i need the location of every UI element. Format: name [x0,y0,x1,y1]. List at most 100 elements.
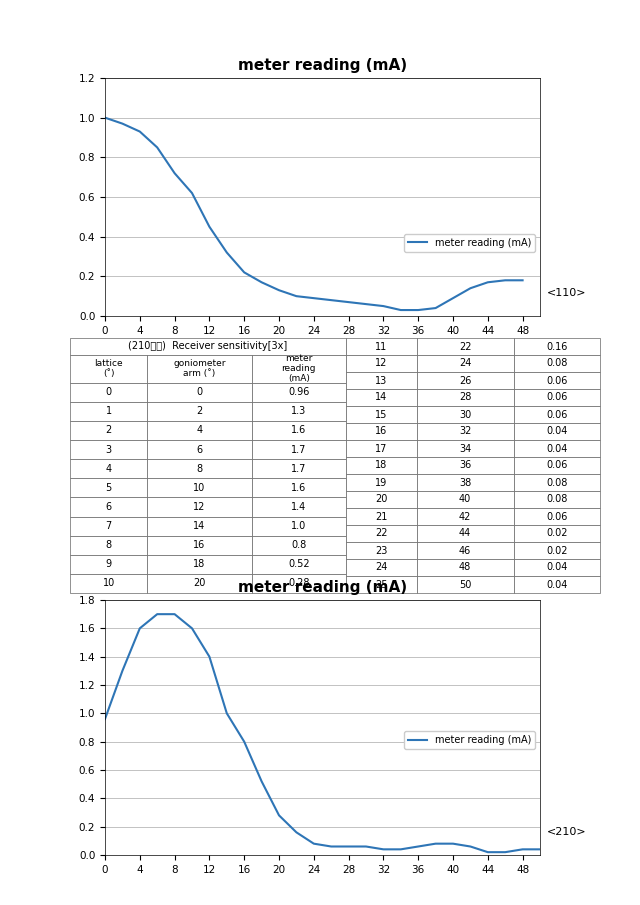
meter reading (mA) [223,247,230,258]
meter reading (mA) [258,277,266,288]
FancyBboxPatch shape [147,440,252,459]
Text: 0.02: 0.02 [546,529,568,538]
Legend: meter reading (mA): meter reading (mA) [404,731,535,749]
Text: 40: 40 [459,494,471,504]
Text: 0.04: 0.04 [546,426,568,436]
meter reading (mA) [449,838,457,849]
FancyBboxPatch shape [346,525,417,542]
FancyBboxPatch shape [417,525,513,542]
FancyBboxPatch shape [346,389,417,406]
FancyBboxPatch shape [417,423,513,440]
FancyBboxPatch shape [252,459,346,478]
FancyBboxPatch shape [346,372,417,389]
Text: <210>: <210> [547,827,586,837]
FancyBboxPatch shape [346,440,417,457]
Text: 0: 0 [106,387,111,397]
FancyBboxPatch shape [346,508,417,525]
Text: 0.96: 0.96 [288,387,309,397]
meter reading (mA) [467,841,474,852]
Text: 0.06: 0.06 [546,409,568,420]
Text: 10: 10 [193,482,205,493]
meter reading (mA) [241,737,248,748]
FancyBboxPatch shape [70,421,147,440]
Text: 26: 26 [459,376,471,386]
Text: 18: 18 [375,461,387,471]
Text: 0.06: 0.06 [546,461,568,471]
Text: 12: 12 [193,502,205,512]
Text: 0.52: 0.52 [288,559,310,569]
meter reading (mA) [501,847,509,858]
Title: meter reading (mA): meter reading (mA) [238,58,407,72]
FancyBboxPatch shape [147,355,252,383]
meter reading (mA) [414,841,422,852]
meter reading (mA) [154,609,161,620]
Text: 0.8: 0.8 [291,540,307,550]
FancyBboxPatch shape [346,559,417,576]
FancyBboxPatch shape [513,508,600,525]
Text: 18: 18 [193,559,205,569]
meter reading (mA) [328,295,335,306]
Text: 42: 42 [459,511,471,521]
meter reading (mA) [536,843,544,854]
FancyBboxPatch shape [147,478,252,498]
FancyBboxPatch shape [417,576,513,593]
meter reading (mA) [519,843,527,854]
FancyBboxPatch shape [70,338,346,355]
Text: 4: 4 [196,425,203,435]
FancyBboxPatch shape [147,574,252,593]
FancyBboxPatch shape [417,389,513,406]
meter reading (mA) [292,291,300,301]
Text: 14: 14 [193,521,205,531]
Text: 22: 22 [375,529,387,538]
meter reading (mA) [362,841,370,852]
meter reading (mA) [241,267,248,278]
meter reading (mA) [449,292,457,303]
Text: 15: 15 [375,409,387,420]
FancyBboxPatch shape [252,498,346,517]
meter reading (mA) [380,843,387,854]
Text: 0.16: 0.16 [546,341,568,351]
FancyBboxPatch shape [513,474,600,491]
Text: 11: 11 [375,341,387,351]
Text: 13: 13 [375,376,387,386]
meter reading (mA) [136,623,143,634]
Text: meter
reading
(mA): meter reading (mA) [282,354,316,384]
FancyBboxPatch shape [417,457,513,474]
FancyBboxPatch shape [513,355,600,372]
FancyBboxPatch shape [252,383,346,402]
FancyBboxPatch shape [147,402,252,421]
FancyBboxPatch shape [70,498,147,517]
Text: 0.04: 0.04 [546,563,568,573]
FancyBboxPatch shape [513,406,600,423]
meter reading (mA) [101,112,109,123]
Text: 0.08: 0.08 [546,358,568,368]
Title: meter reading (mA): meter reading (mA) [238,580,407,595]
FancyBboxPatch shape [252,517,346,536]
Text: 0.08: 0.08 [546,478,568,488]
meter reading (mA) [292,827,300,838]
Text: 0.06: 0.06 [546,393,568,403]
Text: 38: 38 [459,478,471,488]
Text: 36: 36 [459,461,471,471]
FancyBboxPatch shape [252,536,346,555]
Text: 0.04: 0.04 [546,579,568,589]
FancyBboxPatch shape [417,491,513,508]
FancyBboxPatch shape [513,389,600,406]
meter reading (mA) [118,665,126,676]
FancyBboxPatch shape [513,525,600,542]
meter reading (mA) [136,126,143,137]
Text: 1.4: 1.4 [291,502,307,512]
FancyBboxPatch shape [147,555,252,574]
Text: 6: 6 [106,502,111,512]
Text: lattice
(˚): lattice (˚) [94,359,123,378]
FancyBboxPatch shape [252,555,346,574]
Text: 23: 23 [375,546,387,556]
Text: (210평면)  Receiver sensitivity[3x]: (210평면) Receiver sensitivity[3x] [128,341,287,351]
FancyBboxPatch shape [513,559,600,576]
FancyBboxPatch shape [513,440,600,457]
Text: 3: 3 [106,444,111,454]
meter reading (mA) [118,119,126,129]
Text: 30: 30 [459,409,471,420]
meter reading (mA) [345,297,353,308]
meter reading (mA) [188,623,196,634]
